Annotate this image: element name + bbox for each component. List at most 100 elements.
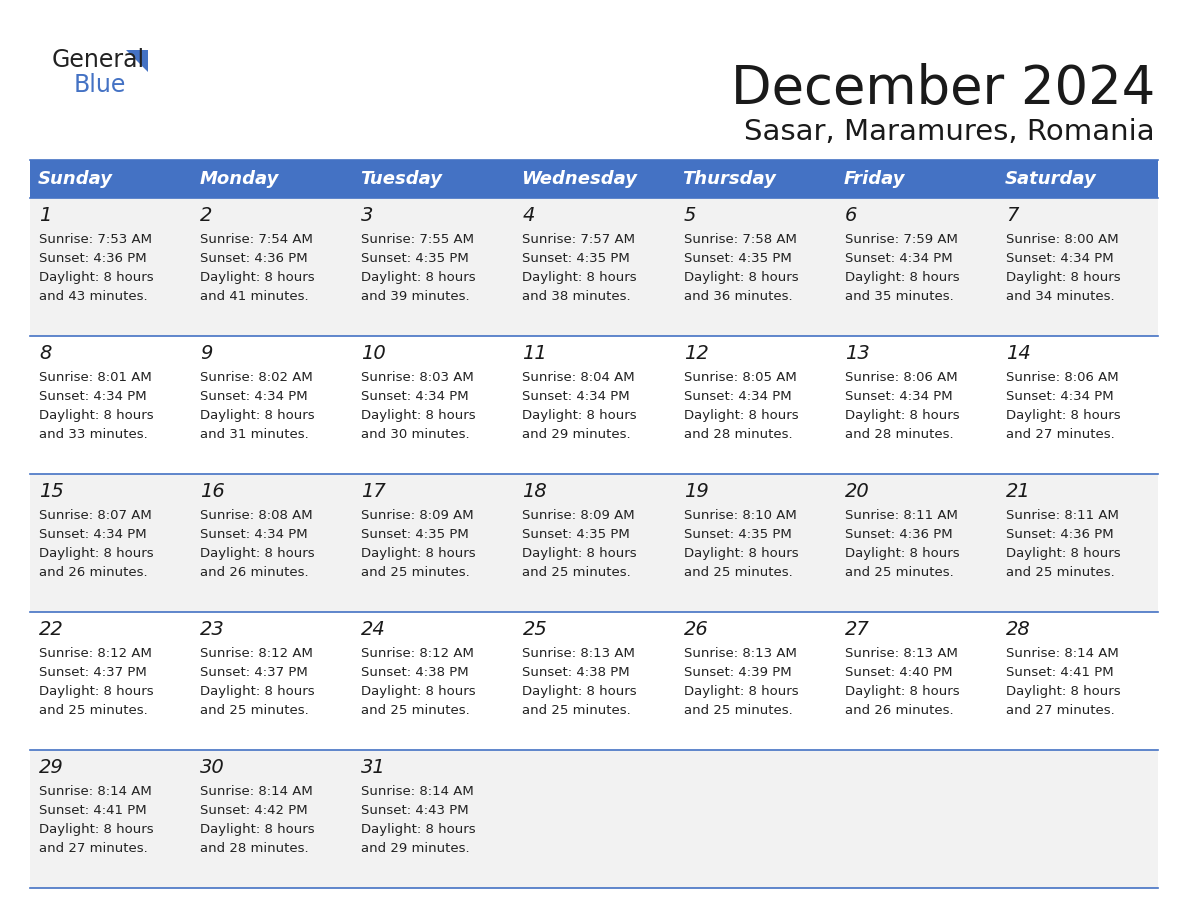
Text: 4: 4: [523, 206, 535, 225]
Text: and 43 minutes.: and 43 minutes.: [39, 290, 147, 303]
Text: 2: 2: [200, 206, 213, 225]
Text: Daylight: 8 hours: Daylight: 8 hours: [845, 271, 960, 284]
Text: and 25 minutes.: and 25 minutes.: [845, 566, 954, 579]
Text: Sunset: 4:34 PM: Sunset: 4:34 PM: [1006, 390, 1113, 403]
Text: 11: 11: [523, 344, 548, 363]
Text: Sunset: 4:35 PM: Sunset: 4:35 PM: [361, 252, 469, 265]
Text: 25: 25: [523, 620, 548, 639]
Text: 10: 10: [361, 344, 386, 363]
Text: Sunset: 4:43 PM: Sunset: 4:43 PM: [361, 804, 469, 817]
Text: Sunrise: 8:09 AM: Sunrise: 8:09 AM: [523, 509, 636, 522]
Text: Daylight: 8 hours: Daylight: 8 hours: [200, 547, 315, 560]
Text: Sunrise: 7:59 AM: Sunrise: 7:59 AM: [845, 233, 958, 246]
Text: 19: 19: [683, 482, 708, 501]
Text: and 25 minutes.: and 25 minutes.: [683, 566, 792, 579]
Bar: [675, 160, 835, 198]
Text: and 33 minutes.: and 33 minutes.: [39, 428, 147, 441]
Text: Sunset: 4:34 PM: Sunset: 4:34 PM: [845, 252, 953, 265]
Text: Sunrise: 8:10 AM: Sunrise: 8:10 AM: [683, 509, 796, 522]
Text: Daylight: 8 hours: Daylight: 8 hours: [523, 547, 637, 560]
Text: Sunset: 4:41 PM: Sunset: 4:41 PM: [1006, 666, 1113, 679]
Text: Monday: Monday: [200, 170, 278, 188]
Text: Sunrise: 7:53 AM: Sunrise: 7:53 AM: [39, 233, 152, 246]
Text: Daylight: 8 hours: Daylight: 8 hours: [200, 271, 315, 284]
Text: 5: 5: [683, 206, 696, 225]
Text: 21: 21: [1006, 482, 1031, 501]
Text: Sunrise: 8:11 AM: Sunrise: 8:11 AM: [845, 509, 958, 522]
Text: Sunrise: 8:05 AM: Sunrise: 8:05 AM: [683, 371, 796, 384]
Text: Sunset: 4:34 PM: Sunset: 4:34 PM: [200, 528, 308, 541]
Bar: [30, 612, 1158, 750]
Text: and 25 minutes.: and 25 minutes.: [523, 704, 631, 717]
Text: and 27 minutes.: and 27 minutes.: [1006, 428, 1114, 441]
Text: 6: 6: [845, 206, 857, 225]
Text: Sunset: 4:34 PM: Sunset: 4:34 PM: [845, 390, 953, 403]
Text: 13: 13: [845, 344, 870, 363]
Text: 30: 30: [200, 758, 225, 777]
Bar: [191, 160, 353, 198]
Text: Sunset: 4:38 PM: Sunset: 4:38 PM: [361, 666, 469, 679]
Text: Sunset: 4:35 PM: Sunset: 4:35 PM: [683, 528, 791, 541]
Text: Daylight: 8 hours: Daylight: 8 hours: [683, 409, 798, 422]
Text: and 35 minutes.: and 35 minutes.: [845, 290, 954, 303]
Polygon shape: [126, 50, 148, 72]
Text: Daylight: 8 hours: Daylight: 8 hours: [1006, 271, 1120, 284]
Text: and 30 minutes.: and 30 minutes.: [361, 428, 470, 441]
Text: and 31 minutes.: and 31 minutes.: [200, 428, 309, 441]
Text: Daylight: 8 hours: Daylight: 8 hours: [39, 685, 153, 698]
Text: and 27 minutes.: and 27 minutes.: [1006, 704, 1114, 717]
Text: 22: 22: [39, 620, 64, 639]
Text: and 36 minutes.: and 36 minutes.: [683, 290, 792, 303]
Text: and 25 minutes.: and 25 minutes.: [361, 566, 470, 579]
Text: Daylight: 8 hours: Daylight: 8 hours: [200, 823, 315, 836]
Text: 16: 16: [200, 482, 225, 501]
Text: 26: 26: [683, 620, 708, 639]
Text: General: General: [52, 48, 145, 72]
Text: Daylight: 8 hours: Daylight: 8 hours: [39, 547, 153, 560]
Bar: [835, 160, 997, 198]
Text: Sunset: 4:34 PM: Sunset: 4:34 PM: [39, 390, 146, 403]
Text: Sasar, Maramures, Romania: Sasar, Maramures, Romania: [745, 118, 1155, 146]
Text: Daylight: 8 hours: Daylight: 8 hours: [39, 409, 153, 422]
Text: and 28 minutes.: and 28 minutes.: [845, 428, 953, 441]
Text: and 34 minutes.: and 34 minutes.: [1006, 290, 1114, 303]
Text: Sunrise: 7:54 AM: Sunrise: 7:54 AM: [200, 233, 312, 246]
Text: Daylight: 8 hours: Daylight: 8 hours: [845, 547, 960, 560]
Text: Sunset: 4:34 PM: Sunset: 4:34 PM: [1006, 252, 1113, 265]
Text: Sunrise: 8:12 AM: Sunrise: 8:12 AM: [361, 647, 474, 660]
Text: Daylight: 8 hours: Daylight: 8 hours: [361, 547, 476, 560]
Text: and 27 minutes.: and 27 minutes.: [39, 842, 147, 855]
Text: Blue: Blue: [74, 73, 126, 97]
Text: 7: 7: [1006, 206, 1018, 225]
Text: Daylight: 8 hours: Daylight: 8 hours: [683, 271, 798, 284]
Bar: [513, 160, 675, 198]
Text: Sunrise: 8:14 AM: Sunrise: 8:14 AM: [39, 785, 152, 798]
Text: Sunset: 4:35 PM: Sunset: 4:35 PM: [523, 528, 630, 541]
Text: Daylight: 8 hours: Daylight: 8 hours: [361, 271, 476, 284]
Bar: [30, 750, 1158, 888]
Text: Sunrise: 8:03 AM: Sunrise: 8:03 AM: [361, 371, 474, 384]
Text: Sunset: 4:38 PM: Sunset: 4:38 PM: [523, 666, 630, 679]
Text: 12: 12: [683, 344, 708, 363]
Text: Daylight: 8 hours: Daylight: 8 hours: [523, 271, 637, 284]
Text: and 25 minutes.: and 25 minutes.: [683, 704, 792, 717]
Text: Sunset: 4:34 PM: Sunset: 4:34 PM: [683, 390, 791, 403]
Text: and 38 minutes.: and 38 minutes.: [523, 290, 631, 303]
Text: 23: 23: [200, 620, 225, 639]
Text: 27: 27: [845, 620, 870, 639]
Bar: [353, 160, 513, 198]
Text: Sunrise: 8:00 AM: Sunrise: 8:00 AM: [1006, 233, 1118, 246]
Text: Sunset: 4:37 PM: Sunset: 4:37 PM: [200, 666, 308, 679]
Text: Daylight: 8 hours: Daylight: 8 hours: [523, 409, 637, 422]
Text: Wednesday: Wednesday: [522, 170, 638, 188]
Text: Sunrise: 8:01 AM: Sunrise: 8:01 AM: [39, 371, 152, 384]
Text: Sunset: 4:34 PM: Sunset: 4:34 PM: [361, 390, 469, 403]
Text: December 2024: December 2024: [731, 63, 1155, 115]
Text: 28: 28: [1006, 620, 1031, 639]
Text: Daylight: 8 hours: Daylight: 8 hours: [361, 823, 476, 836]
Text: and 26 minutes.: and 26 minutes.: [39, 566, 147, 579]
Text: Sunrise: 8:13 AM: Sunrise: 8:13 AM: [683, 647, 796, 660]
Text: Daylight: 8 hours: Daylight: 8 hours: [39, 823, 153, 836]
Text: Sunrise: 8:12 AM: Sunrise: 8:12 AM: [39, 647, 152, 660]
Text: and 41 minutes.: and 41 minutes.: [200, 290, 309, 303]
